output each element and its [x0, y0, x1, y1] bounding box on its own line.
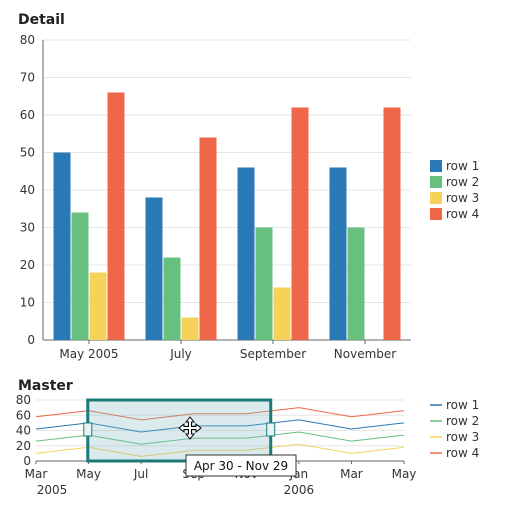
move-cursor-shape: [178, 416, 202, 440]
legend-swatch-row-4: [430, 208, 442, 220]
detail-y-tick-label: 50: [20, 146, 35, 160]
master-year-label: 2006: [284, 483, 315, 497]
detail-y-tick-label: 40: [20, 183, 35, 197]
detail-x-tick-label: November: [334, 347, 396, 361]
master-legend-label-row-3: row 3: [446, 430, 479, 444]
bar-row-2-0[interactable]: [71, 212, 89, 341]
detail-x-tick-label: May 2005: [59, 347, 118, 361]
master-x-tick-label: May: [76, 467, 101, 481]
detail-chart: 0 10 20 30 40 50 60 70 80 May 2005 July September No…: [20, 33, 411, 361]
bar-row-2-2[interactable]: [255, 227, 273, 341]
bar-row-2-3[interactable]: [347, 227, 365, 341]
master-x-tick-label: Jul: [133, 467, 148, 481]
tooltip-box: [185, 454, 297, 477]
detail-y-tick-label: 70: [20, 71, 35, 85]
bar-row-4-0[interactable]: [107, 92, 125, 341]
detail-x-tick-label: July: [169, 347, 192, 361]
selection-handle-right[interactable]: [266, 422, 276, 437]
detail-y-tick-label: 80: [20, 33, 35, 47]
detail-y-tick-label: 10: [20, 296, 35, 310]
detail-y-tick-label: 20: [20, 258, 35, 272]
master-legend-label-row-4: row 4: [446, 446, 479, 460]
legend-swatch-row-2: [430, 176, 442, 188]
master-x-tick-label: Mar: [340, 467, 363, 481]
master-legend-label-row-2: row 2: [446, 414, 479, 428]
detail-legend: row 1 row 2 row 3 row 4: [430, 159, 479, 221]
master-legend: row 1 row 2 row 3 row 4: [430, 398, 479, 460]
master-year-label: 2005: [37, 483, 68, 497]
master-line-row-2: [35, 431, 405, 445]
master-line-row-3: [35, 443, 405, 457]
master-x-tick-label: Mar: [25, 467, 48, 481]
selection-handle-left[interactable]: [83, 422, 93, 437]
detail-y-tick-label: 0: [27, 333, 35, 347]
detail-title: Detail: [18, 12, 65, 28]
legend-label-row-3: row 3: [446, 191, 479, 205]
master-y-tick-label: 40: [16, 424, 31, 438]
selection-tooltip: Apr 30 - Nov 29: [185, 454, 297, 477]
bar-row-4-1[interactable]: [199, 137, 217, 341]
legend-swatch-row-1: [430, 160, 442, 172]
legend-label-row-1: row 1: [446, 159, 479, 173]
bar-row-3-1[interactable]: [181, 317, 199, 341]
selection-window[interactable]: [86, 398, 273, 463]
bar-row-1-0[interactable]: [53, 152, 71, 341]
bar-row-3-2[interactable]: [273, 287, 291, 341]
bar-row-1-1[interactable]: [145, 197, 163, 341]
legend-swatch-row-3: [430, 192, 442, 204]
bar-row-4-3[interactable]: [383, 107, 401, 341]
detail-x-tick-label: September: [240, 347, 306, 361]
move-cursor-icon: [178, 416, 202, 440]
master-y-tick-label: 20: [16, 439, 31, 453]
detail-y-tick-label: 30: [20, 221, 35, 235]
bar-row-4-2[interactable]: [291, 107, 309, 341]
master-y-tick-label: 0: [23, 454, 31, 468]
master-line-row-4: [35, 407, 405, 421]
master-y-tick-label: 80: [16, 393, 31, 407]
detail-y-tick-label: 60: [20, 108, 35, 122]
master-line-row-1: [35, 419, 405, 433]
bar-row-1-3[interactable]: [329, 167, 347, 341]
legend-label-row-4: row 4: [446, 207, 479, 221]
master-chart[interactable]: 020406080MarMayJulSepNovJanMarMay2005200…: [16, 393, 417, 497]
bar-row-3-0[interactable]: [89, 272, 107, 341]
master-x-tick-label: May: [392, 467, 417, 481]
bar-row-2-1[interactable]: [163, 257, 181, 341]
master-title: Master: [18, 378, 73, 394]
master-y-tick-label: 60: [16, 408, 31, 422]
legend-label-row-2: row 2: [446, 175, 479, 189]
master-legend-label-row-1: row 1: [446, 398, 479, 412]
bar-row-1-2[interactable]: [237, 167, 255, 341]
tooltip-label: Apr 30 - Nov 29: [194, 459, 288, 473]
